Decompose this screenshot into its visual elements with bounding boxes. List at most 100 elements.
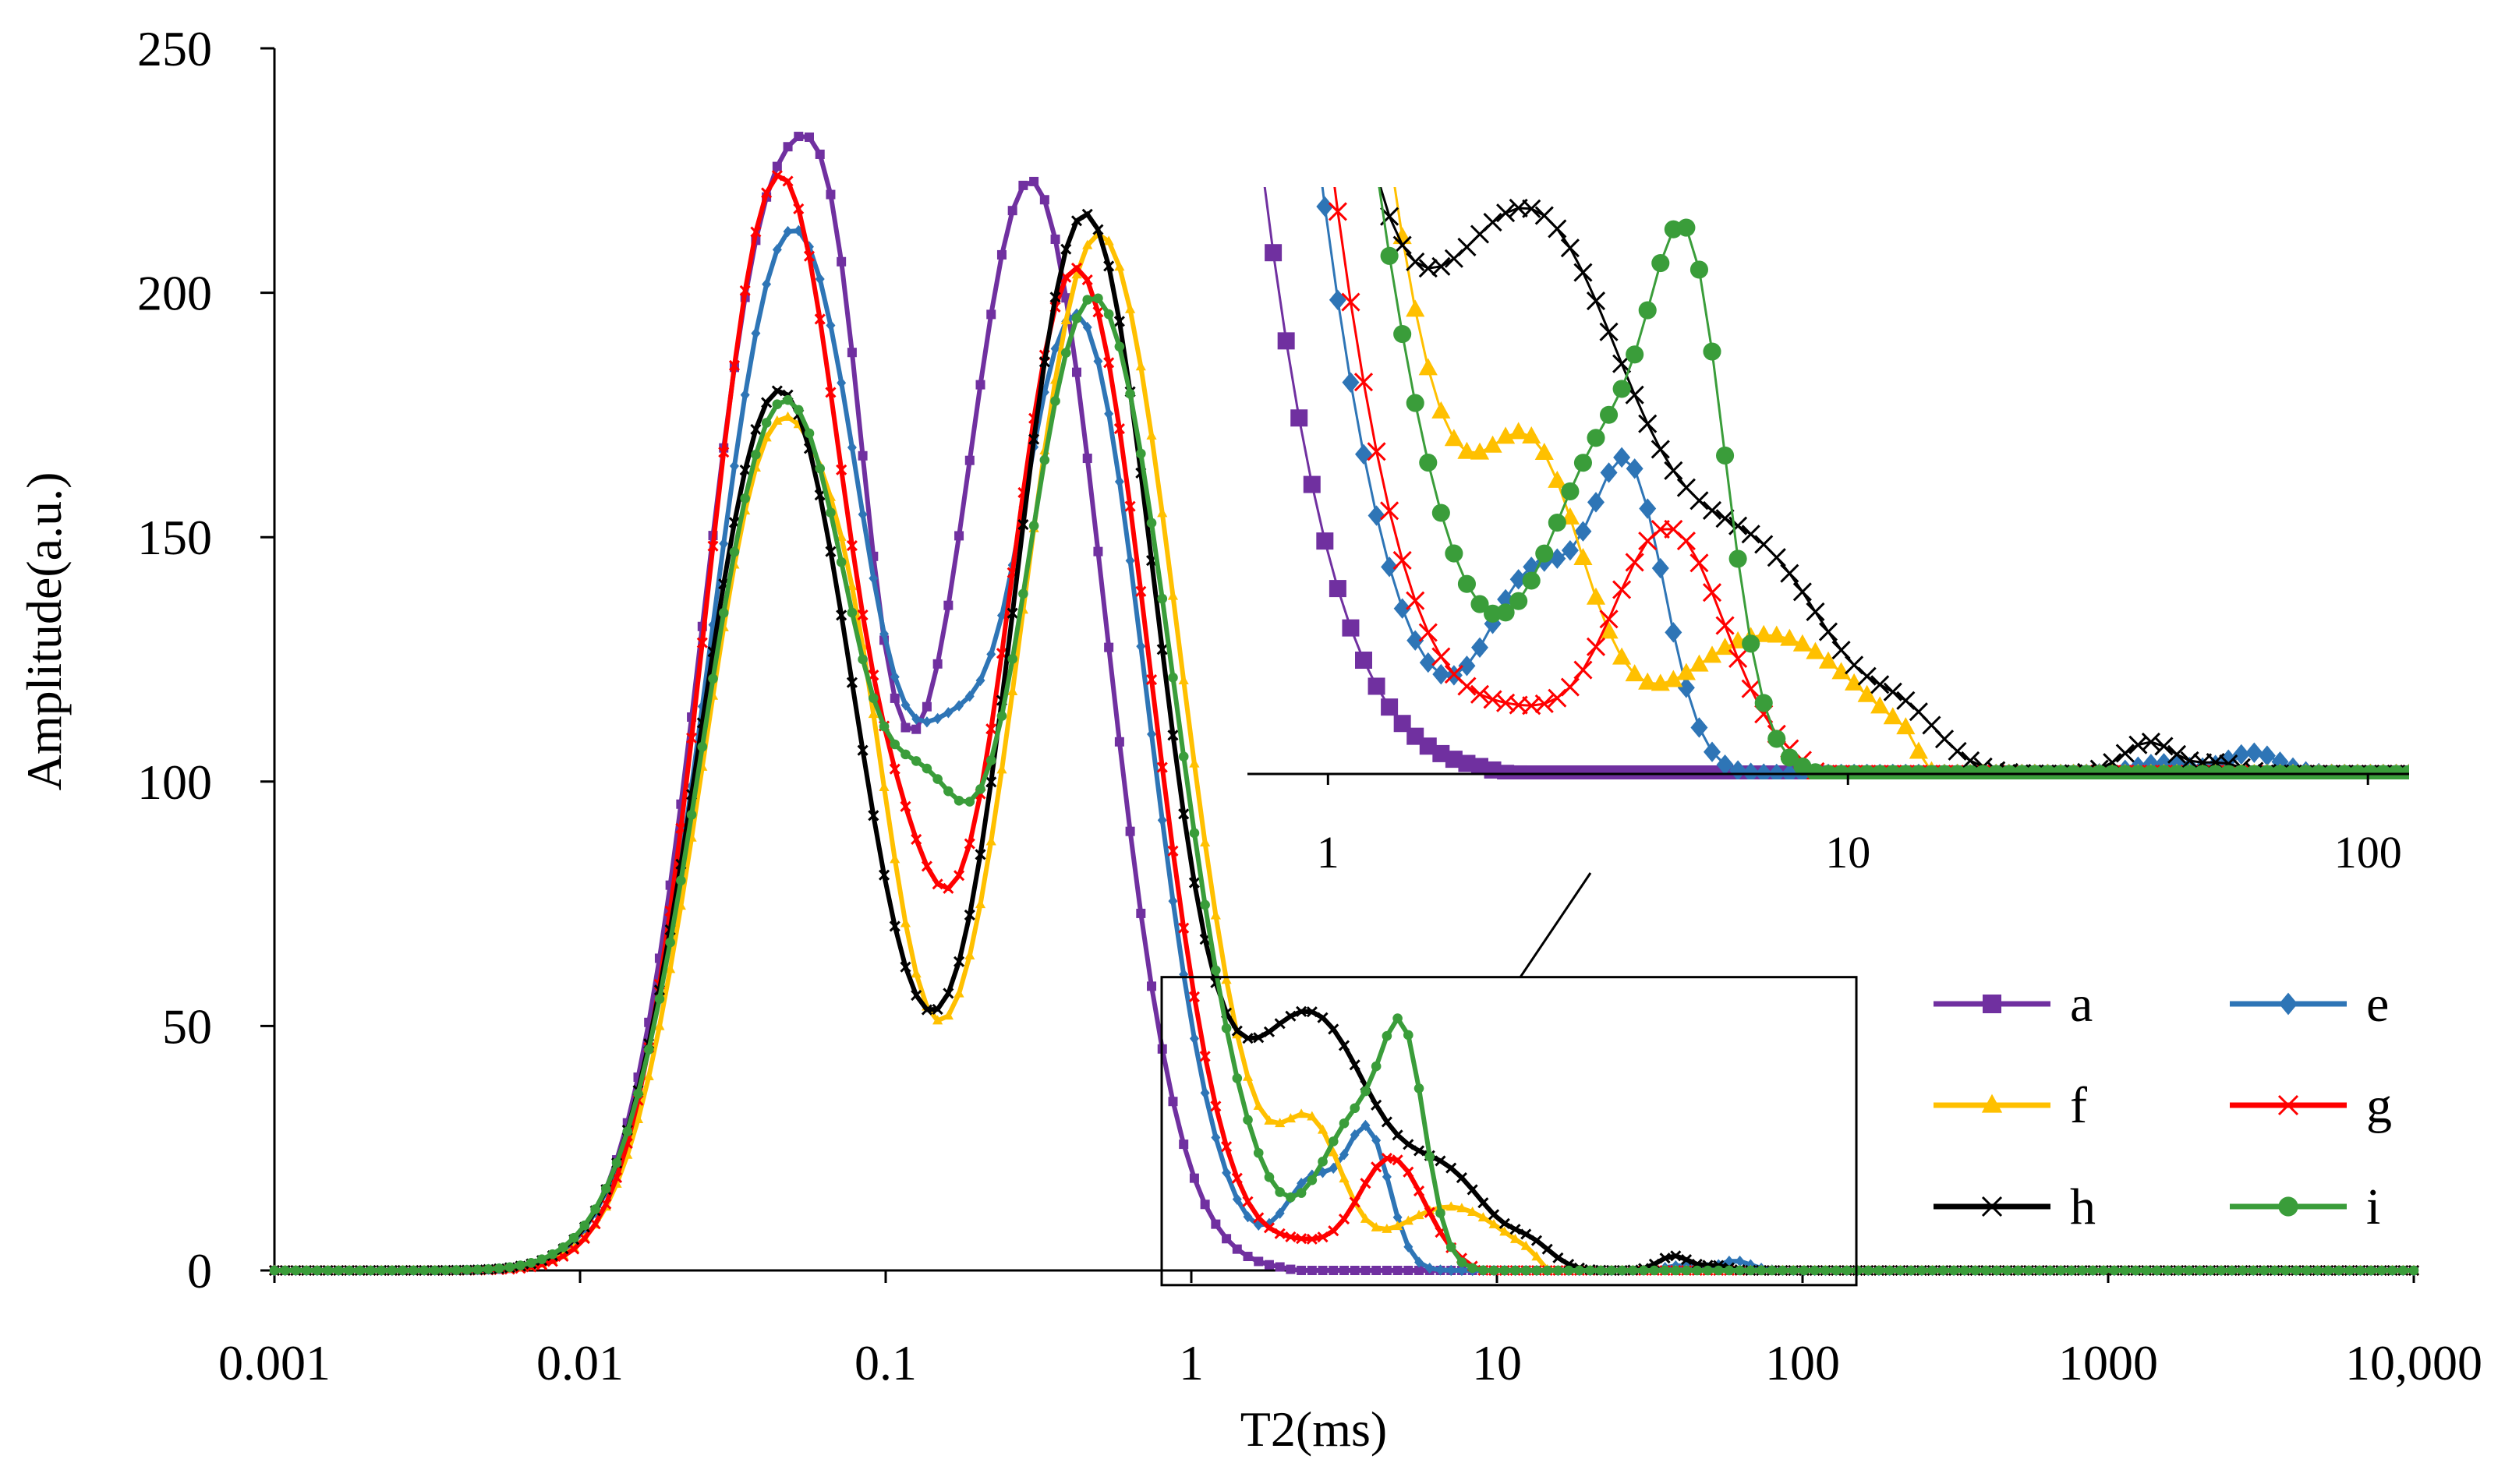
data-point-g [589,1218,601,1230]
data-point-i [2397,1265,2408,1276]
data-point-h [1253,1032,1265,1044]
data-point-a [1339,1266,1349,1275]
inset-data-point-e [1458,655,1476,677]
data-point-g [932,878,943,890]
data-point-i [2013,1265,2023,1276]
data-point-i [879,721,890,732]
inset-data-point-g [1728,648,1748,669]
data-point-i [1724,1265,1735,1276]
inset-data-point-g [1599,610,1619,629]
legend-label-f: f [2070,1077,2087,1134]
data-point-i [804,428,815,439]
y-tick-label: 100 [137,754,212,810]
data-point-a [837,256,847,267]
inset-data-point-e [2232,744,2250,765]
data-point-a [1179,1140,1189,1150]
data-point-i [1435,1208,1445,1218]
inset-data-point-h [1599,322,1619,341]
data-point-e [879,628,890,640]
data-point-g [1285,1231,1297,1243]
inset-data-point-e [1665,622,1682,643]
data-point-g [1092,306,1104,318]
inset-data-point-i [1742,634,1760,653]
data-point-f [1007,686,1018,696]
inset-data-point-f [1483,435,1502,453]
data-point-i [2206,1265,2216,1276]
data-point-i [1221,1023,1232,1034]
data-point-g [900,800,911,812]
data-point-h [911,989,922,1002]
data-point-e [837,377,847,389]
data-point-i [590,1204,600,1214]
data-point-a [858,450,868,461]
data-point-h [1028,433,1040,445]
data-point-a [1061,293,1071,303]
data-point-i [1307,1175,1318,1185]
inset-data-point-a [1626,765,1643,779]
data-point-i [1778,1265,1788,1276]
data-point-i [676,875,686,886]
data-point-i [2109,1265,2120,1276]
data-point-g [814,313,826,325]
data-point-f [654,1020,665,1030]
data-point-i [2259,1265,2270,1276]
inset-data-point-a [1432,744,1450,762]
data-point-h [761,397,773,408]
x-axis-title: T2(ms) [1240,1401,1387,1457]
data-point-g [739,284,751,297]
data-point-i [1478,1265,1488,1276]
inset-data-point-a [1509,765,1527,779]
data-point-a [986,309,996,320]
data-point-h [1007,607,1018,619]
data-point-h [964,909,975,921]
inset-data-point-g [1304,0,1321,9]
data-point-a [826,189,836,200]
data-point-f [1392,1221,1403,1231]
data-point-h [1092,224,1104,235]
data-point-e [1329,1162,1339,1175]
data-point-g [954,870,965,882]
data-point-i [483,1263,494,1274]
inset-data-point-g [1328,202,1347,221]
data-point-a [1072,367,1081,377]
data-point-g [568,1243,580,1255]
data-point-a [1168,1097,1178,1107]
data-point-h [1060,243,1072,255]
inset-data-point-h [1767,548,1786,567]
data-point-h [1530,1235,1543,1246]
data-point-a [1189,1173,1199,1183]
inset-data-point-g [1625,553,1644,572]
data-point-i [1959,1265,1970,1276]
data-point-i [2045,1265,2055,1276]
inset-data-point-e [2155,753,2173,774]
zoom-rectangle [1160,976,1858,1287]
data-point-f [1531,1251,1542,1261]
data-point-g [1392,1154,1403,1166]
inset-data-point-h [1342,38,1359,55]
data-point-f [1135,361,1146,371]
data-point-g [846,540,858,552]
x-tick-label: 1 [1179,1335,1204,1390]
data-point-i [440,1265,451,1276]
data-point-a [847,348,857,358]
data-point-g [750,226,762,238]
data-point-f [1200,837,1211,847]
data-point-f [1307,1111,1318,1121]
inset-data-point-a [1639,765,1657,779]
data-point-g [803,250,816,262]
inset-data-point-f [1818,651,1838,669]
data-point-i [2173,1265,2184,1276]
data-point-e [1168,895,1178,907]
data-point-i [633,1088,643,1099]
data-point-i [1617,1265,1628,1276]
inset-data-point-a [1497,765,1515,779]
data-point-h [1403,1139,1414,1150]
data-point-i [1382,1030,1392,1041]
data-point-e [1050,343,1060,355]
inset-data-point-a [1355,652,1372,670]
data-point-i [2248,1265,2259,1276]
data-point-i [985,755,996,765]
data-point-e [1200,1087,1210,1099]
inset-data-point-i [2400,765,2409,779]
